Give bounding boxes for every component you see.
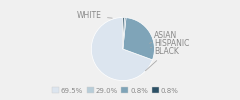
Wedge shape xyxy=(123,18,124,49)
Text: WHITE: WHITE xyxy=(77,11,112,20)
Wedge shape xyxy=(91,18,152,81)
Text: ASIAN: ASIAN xyxy=(150,31,178,43)
Text: BLACK: BLACK xyxy=(145,47,179,71)
Legend: 69.5%, 29.0%, 0.8%, 0.8%: 69.5%, 29.0%, 0.8%, 0.8% xyxy=(49,85,181,96)
Wedge shape xyxy=(123,18,154,60)
Text: HISPANIC: HISPANIC xyxy=(151,39,190,48)
Wedge shape xyxy=(123,18,126,49)
